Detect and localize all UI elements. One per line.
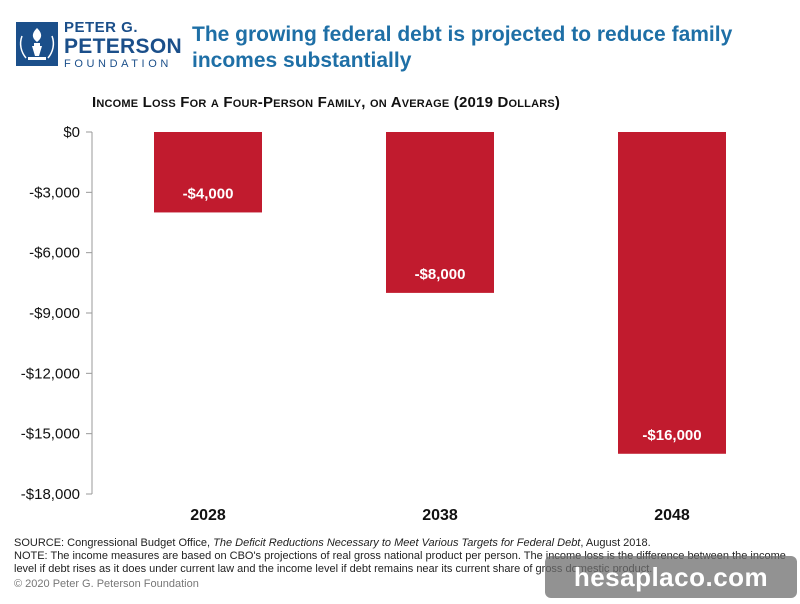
bar-value-label: -$8,000 bbox=[415, 266, 466, 283]
y-tick-label: -$3,000 bbox=[29, 184, 80, 201]
y-tick-label: $0 bbox=[63, 124, 80, 141]
logo-line-3: FOUNDATION bbox=[64, 58, 172, 70]
bar bbox=[618, 132, 726, 454]
bar bbox=[386, 132, 494, 293]
chart-title: Income Loss For a Four-Person Family, on… bbox=[92, 94, 561, 111]
watermark: hesaplaco.com bbox=[545, 556, 797, 598]
x-tick-label: 2028 bbox=[190, 507, 226, 524]
logo-wordmark: PETER G. PETERSON FOUNDATION bbox=[64, 19, 182, 71]
bar-value-label: -$4,000 bbox=[183, 185, 234, 202]
y-tick-label: -$15,000 bbox=[21, 426, 80, 443]
y-tick-label: -$18,000 bbox=[21, 486, 80, 503]
x-tick-label: 2038 bbox=[422, 507, 458, 524]
x-tick-label: 2048 bbox=[654, 507, 690, 524]
y-tick-label: -$12,000 bbox=[21, 365, 80, 382]
source-title: The Deficit Reductions Necessary to Meet… bbox=[213, 537, 581, 549]
copyright: © 2020 Peter G. Peterson Foundation bbox=[14, 578, 199, 590]
y-tick-label: -$6,000 bbox=[29, 245, 80, 262]
source-prefix: SOURCE: Congressional Budget Office, bbox=[14, 537, 214, 549]
bar-chart: $0 -$3,000 -$6,000 -$9,000 -$12,000 -$15,000 -… bbox=[21, 124, 726, 524]
headline: The growing federal debt is projected to… bbox=[192, 23, 733, 72]
logo-line-1: PETER G. bbox=[64, 19, 139, 36]
source-suffix: , August 2018. bbox=[580, 537, 651, 549]
bar-value-label: -$16,000 bbox=[642, 427, 701, 444]
logo-torch-icon bbox=[16, 22, 58, 66]
logo-line-2: PETERSON bbox=[64, 35, 182, 58]
bar bbox=[154, 132, 262, 213]
y-tick-label: -$9,000 bbox=[29, 305, 80, 322]
